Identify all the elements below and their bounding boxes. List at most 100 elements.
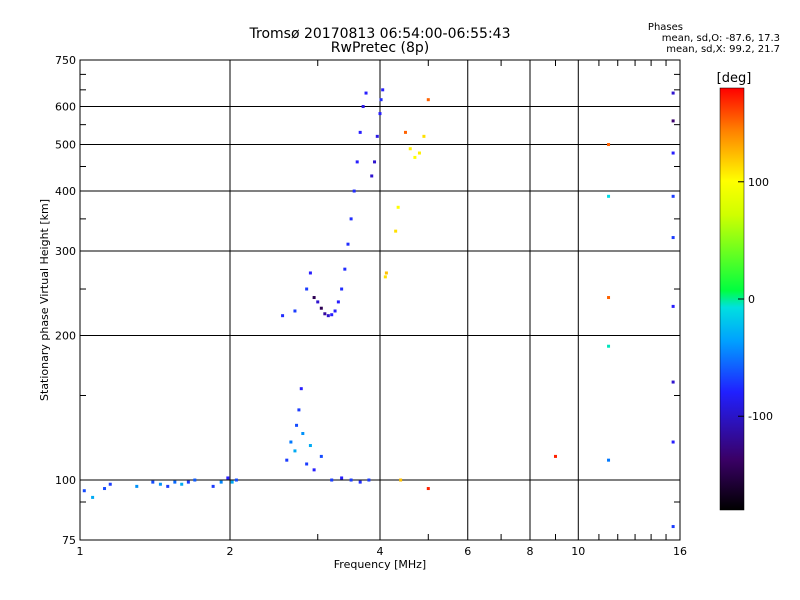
data-point	[671, 525, 675, 529]
minor-ticks	[80, 60, 680, 540]
colorbar-tick-label: 100	[748, 176, 769, 189]
data-point	[326, 314, 330, 318]
x-tick-label: 16	[673, 545, 687, 558]
x-tick-label: 1	[77, 545, 84, 558]
data-point	[293, 449, 297, 453]
x-tick-labels: 1 2 4 6 8 10 16	[77, 545, 688, 558]
data-point	[408, 147, 412, 151]
data-point	[378, 112, 382, 116]
data-point	[301, 432, 305, 436]
data-point	[295, 423, 299, 427]
data-point	[336, 300, 340, 304]
data-point	[607, 143, 611, 147]
data-point	[305, 462, 309, 466]
data-point	[384, 271, 388, 275]
data-point	[607, 458, 611, 462]
data-point	[234, 478, 238, 482]
data-point	[333, 309, 337, 313]
data-point	[158, 482, 162, 486]
data-point	[319, 306, 323, 310]
y-tick-label: 300	[55, 245, 76, 258]
data-point	[671, 194, 675, 198]
data-point	[293, 309, 297, 313]
data-point	[285, 458, 289, 462]
data-point	[394, 229, 398, 233]
colorbar-ticks: 100 0 -100	[738, 176, 773, 423]
y-tick-label: 200	[55, 330, 76, 343]
data-point	[607, 194, 611, 198]
data-point	[383, 275, 387, 279]
y-tick-label: 500	[55, 139, 76, 152]
y-tick-label: 100	[55, 474, 76, 487]
colorbar-tick-label: 0	[748, 293, 755, 306]
x-tick-label: 2	[227, 545, 234, 558]
x-tick-label: 4	[377, 545, 384, 558]
data-point	[671, 91, 675, 95]
data-point	[226, 476, 230, 480]
chart-title: Tromsø 20170813 06:54:00-06:55:43	[249, 26, 511, 42]
data-point	[358, 130, 362, 134]
data-point	[671, 236, 675, 240]
x-tick-label: 6	[464, 545, 471, 558]
phases-title: Phases	[647, 22, 683, 33]
data-point	[361, 105, 365, 109]
data-point	[330, 478, 334, 482]
data-point	[316, 300, 320, 304]
data-point	[358, 480, 362, 484]
data-point	[553, 454, 557, 458]
y-tick-label: 400	[55, 185, 76, 198]
data-point	[349, 478, 353, 482]
data-point	[671, 119, 675, 123]
data-point	[373, 160, 377, 164]
phases-o-stats: mean, sd,O: -87.6, 17.3	[661, 33, 780, 44]
data-point	[343, 267, 347, 271]
data-point	[82, 489, 86, 493]
data-point	[355, 160, 359, 164]
data-point	[312, 468, 316, 472]
data-point	[91, 495, 95, 499]
data-point	[166, 484, 170, 488]
data-points	[82, 88, 675, 529]
data-point	[352, 189, 356, 193]
colorbar-tick-label: -100	[748, 410, 773, 423]
data-point	[370, 174, 374, 178]
data-point	[219, 480, 223, 484]
data-point	[340, 476, 344, 480]
chart-subtitle: RwPretec (8p)	[330, 40, 430, 56]
data-point	[151, 480, 155, 484]
data-point	[299, 387, 303, 391]
data-point	[379, 98, 383, 102]
data-point	[671, 440, 675, 444]
data-point	[413, 155, 417, 159]
data-point	[426, 487, 430, 491]
data-point	[607, 344, 611, 348]
data-point	[375, 134, 379, 138]
y-tick-label: 750	[55, 54, 76, 67]
phases-x-stats: mean, sd,X: 99.2, 21.7	[666, 44, 780, 55]
data-point	[173, 480, 177, 484]
colorbar-unit: [deg]	[717, 71, 752, 86]
data-point	[297, 408, 301, 412]
x-axis-label: Frequency [MHz]	[334, 558, 426, 571]
data-point	[211, 484, 215, 488]
data-point	[403, 130, 407, 134]
data-point	[381, 88, 385, 92]
data-point	[426, 98, 430, 102]
data-point	[319, 454, 323, 458]
y-tick-label: 75	[62, 534, 76, 547]
data-point	[308, 444, 312, 448]
data-point	[671, 380, 675, 384]
x-tick-label: 10	[571, 545, 585, 558]
data-point	[417, 151, 421, 155]
data-point	[607, 296, 611, 300]
data-point	[399, 478, 403, 482]
data-point	[422, 134, 426, 138]
x-tick-label: 8	[527, 545, 534, 558]
data-point	[330, 313, 334, 317]
data-point	[323, 312, 327, 316]
data-point	[230, 480, 234, 484]
data-point	[340, 287, 344, 291]
y-tick-label: 600	[55, 101, 76, 114]
data-point	[349, 217, 353, 221]
